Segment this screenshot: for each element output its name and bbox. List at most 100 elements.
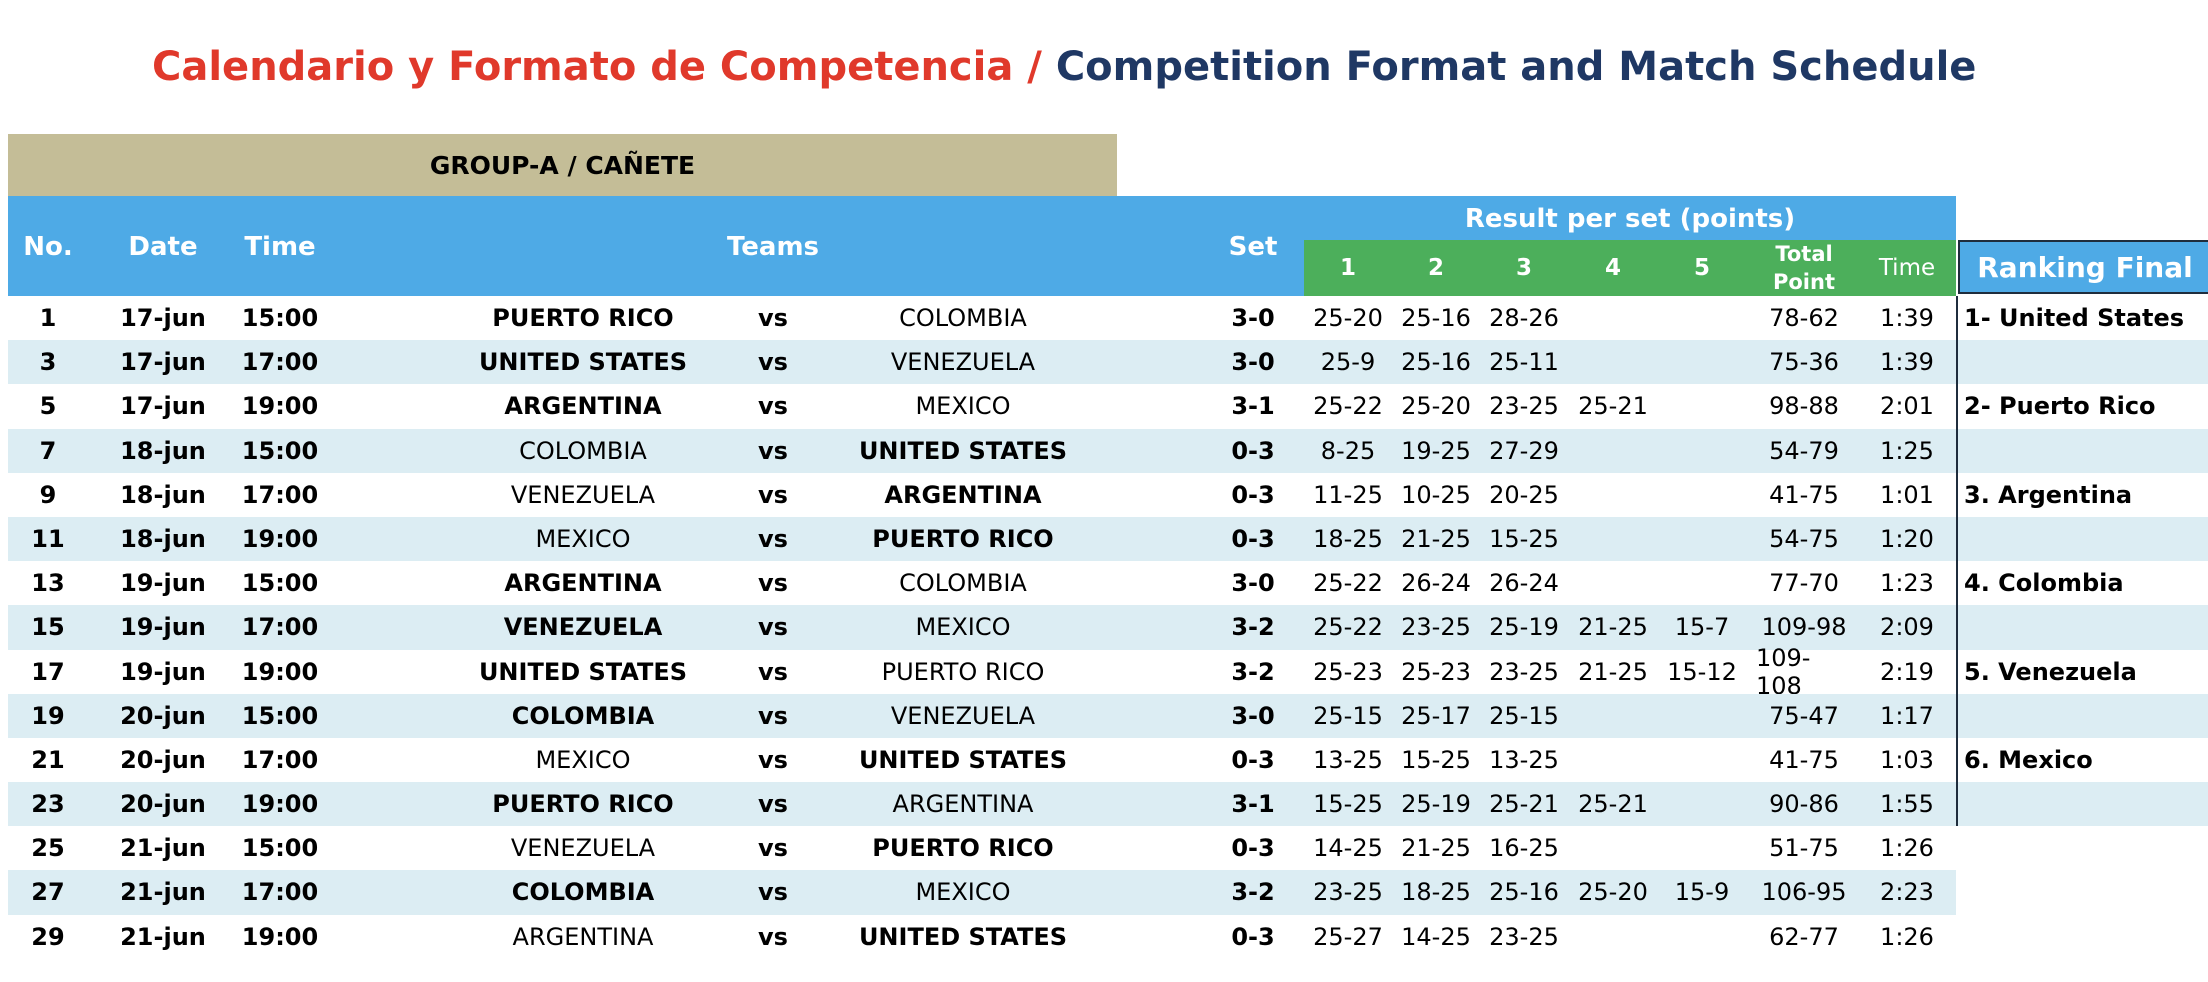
- cell-s1: 25-22: [1313, 613, 1383, 642]
- cell-s3: 25-19: [1489, 613, 1559, 642]
- cell-duration: 2:23: [1880, 878, 1934, 907]
- cell-s1: 8-25: [1320, 436, 1376, 465]
- cell-s2: 25-23: [1401, 657, 1471, 686]
- cell-away: VENEZUELA: [890, 701, 1036, 730]
- cell-date: 17-jun: [120, 348, 206, 377]
- ranking-item: 1- United States: [1964, 304, 2185, 333]
- cell-no: 25: [31, 834, 65, 863]
- cell-time: 15:00: [241, 834, 319, 863]
- cell-no: 13: [31, 569, 65, 598]
- header-time: Time: [244, 232, 316, 262]
- cell-set: 0-3: [1231, 480, 1275, 509]
- cell-home: VENEZUELA: [510, 834, 656, 863]
- cell-s3: 15-25: [1489, 524, 1559, 553]
- cell-no: 21: [31, 745, 65, 774]
- cell-s3: 25-11: [1489, 348, 1559, 377]
- cell-vs: vs: [758, 922, 788, 951]
- table-row: 19 20-jun 15:00 COLOMBIA vs VENEZUELA 3-0 25-15…: [8, 693, 1956, 738]
- cell-vs: vs: [758, 878, 788, 907]
- cell-date: 17-jun: [120, 304, 206, 332]
- table-row: 21 20-jun 17:00 MEXICO vs UNITED STATES 0-3 13-…: [8, 738, 1956, 782]
- cell-time: 17:00: [241, 745, 319, 774]
- cell-away: MEXICO: [915, 613, 1011, 642]
- cell-vs: vs: [758, 348, 788, 377]
- header-date: Date: [128, 232, 198, 262]
- cell-s5: 15-7: [1674, 613, 1730, 642]
- cell-total: 54-79: [1769, 436, 1839, 465]
- cell-s4: [1568, 473, 1658, 517]
- cell-s3: 25-21: [1489, 790, 1559, 819]
- cell-home: VENEZUELA: [510, 480, 656, 509]
- ranking-item: [1958, 693, 2208, 738]
- table-row: 15 19-jun 17:00 VENEZUELA vs MEXICO 3-2 25-22 23…: [8, 605, 1956, 650]
- cell-away: MEXICO: [915, 878, 1011, 907]
- cell-total: 78-62: [1769, 304, 1839, 332]
- cell-s4: [1568, 296, 1658, 340]
- cell-set: 3-1: [1231, 392, 1275, 421]
- ranking-list: 1- United States 2- Puerto Rico 3. Argenti…: [1956, 296, 2208, 827]
- ranking-item: [1958, 428, 2208, 473]
- cell-duration: 1:03: [1880, 745, 1934, 774]
- cell-vs: vs: [758, 790, 788, 819]
- cell-s4: 25-21: [1578, 790, 1648, 819]
- cell-s1: 25-15: [1313, 701, 1383, 730]
- cell-s1: 23-25: [1313, 878, 1383, 907]
- cell-vs: vs: [758, 392, 788, 421]
- table-row: 3 17-jun 17:00 UNITED STATES vs VENEZUELA 3-0 2…: [8, 340, 1956, 385]
- cell-no: 17: [31, 657, 65, 686]
- cell-s5: [1658, 826, 1746, 870]
- cell-away: PUERTO RICO: [872, 524, 1054, 553]
- cell-duration: 1:25: [1880, 436, 1934, 465]
- cell-duration: 1:01: [1880, 480, 1934, 509]
- cell-away: UNITED STATES: [858, 436, 1068, 465]
- cell-time: 17:00: [241, 878, 319, 907]
- title-english: Competition Format and Match Schedule: [1055, 44, 1977, 90]
- cell-date: 18-jun: [120, 524, 206, 553]
- cell-no: 5: [39, 392, 57, 421]
- cell-duration: 1:55: [1880, 790, 1934, 819]
- cell-s2: 23-25: [1401, 613, 1471, 642]
- cell-date: 20-jun: [120, 745, 206, 774]
- cell-s2: 21-25: [1401, 524, 1471, 553]
- cell-home: ARGENTINA: [504, 569, 662, 598]
- cell-s3: 13-25: [1489, 745, 1559, 774]
- cell-s4: [1568, 429, 1658, 473]
- cell-s4: 25-20: [1578, 878, 1648, 907]
- set-subheader: 1 2 3 4 5 Total Point Time: [1304, 240, 1956, 296]
- cell-home: UNITED STATES: [478, 348, 688, 377]
- cell-no: 11: [31, 524, 65, 553]
- cell-s3: 26-24: [1489, 569, 1559, 598]
- cell-home: ARGENTINA: [504, 392, 662, 421]
- cell-duration: 1:20: [1880, 524, 1934, 553]
- table-row: 13 19-jun 15:00 ARGENTINA vs COLOMBIA 3-0 25-22…: [8, 561, 1956, 605]
- cell-time: 17:00: [241, 348, 319, 377]
- cell-duration: 1:39: [1880, 304, 1934, 332]
- ranking-item: 6. Mexico: [1964, 745, 2093, 774]
- cell-time: 15:00: [241, 569, 319, 598]
- cell-away: PUERTO RICO: [872, 834, 1054, 863]
- cell-s4: [1568, 561, 1658, 605]
- cell-s1: 15-25: [1313, 790, 1383, 819]
- table-row: 1 17-jun 15:00 PUERTO RICO vs COLOMBIA 3-0 25-2…: [8, 296, 1956, 340]
- cell-no: 19: [31, 701, 65, 730]
- cell-home: ARGENTINA: [512, 922, 654, 951]
- cell-date: 21-jun: [120, 878, 206, 907]
- cell-s5: [1658, 517, 1746, 561]
- cell-duration: 2:09: [1880, 613, 1934, 642]
- cell-s5: [1658, 694, 1746, 738]
- cell-home: COLOMBIA: [511, 878, 655, 907]
- cell-no: 3: [39, 348, 57, 377]
- cell-s1: 18-25: [1313, 524, 1383, 553]
- cell-vs: vs: [758, 304, 788, 332]
- cell-set: 3-2: [1231, 657, 1275, 686]
- cell-s2: 26-24: [1401, 569, 1471, 598]
- cell-vs: vs: [758, 613, 788, 642]
- cell-home: PUERTO RICO: [492, 790, 674, 819]
- cell-no: 7: [39, 436, 57, 465]
- cell-s4: [1568, 826, 1658, 870]
- cell-date: 20-jun: [120, 701, 206, 730]
- cell-no: 27: [31, 878, 65, 907]
- cell-home: PUERTO RICO: [492, 304, 674, 332]
- cell-away: COLOMBIA: [899, 304, 1027, 332]
- table-row: 23 20-jun 19:00 PUERTO RICO vs ARGENTINA 3-1 15…: [8, 782, 1956, 827]
